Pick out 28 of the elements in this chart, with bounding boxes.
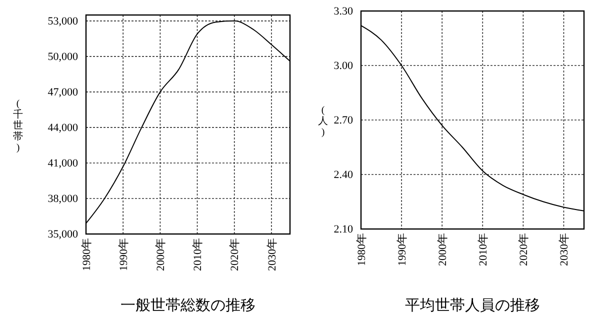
y-tick-label: 50,000 [48,50,78,63]
y-tick-label: 41,000 [48,157,78,170]
x-tick-label: 1990年 [118,238,130,271]
x-tick-label: 1980年 [80,238,93,271]
x-tick-label: 2010年 [477,233,490,266]
y-axis-title: (千世帯) [13,98,23,154]
y-tick-label: 47,000 [48,86,78,98]
x-tick-label: 2020年 [518,233,530,266]
x-tick-label: 2030年 [558,233,571,266]
y-tick-label: 38,000 [48,193,78,206]
y-tick-label: 2.10 [334,224,354,236]
y-tick-label: 3.30 [334,6,354,18]
x-tick-label: 2030年 [266,238,278,271]
y-tick-label: 35,000 [48,228,78,241]
y-axis-title: (人) [318,105,328,138]
y-tick-label: 2.70 [334,114,354,127]
y-tick-label: 53,000 [48,15,78,28]
y-tick-label: 3.00 [334,60,354,72]
y-tick-label: 2.40 [334,169,354,182]
x-tick-label: 1980年 [356,233,368,266]
x-tick-label: 2010年 [192,238,204,271]
x-tick-label: 2000年 [155,238,168,271]
y-tick-label: 44,000 [48,122,78,134]
text: 一般世帯総数の推移 [120,297,256,314]
x-tick-label: 2000年 [436,233,449,266]
x-tick-label: 1990年 [396,233,408,266]
x-tick-label: 2020年 [229,238,242,271]
text: 平均世帯人員の推移 [405,297,540,314]
